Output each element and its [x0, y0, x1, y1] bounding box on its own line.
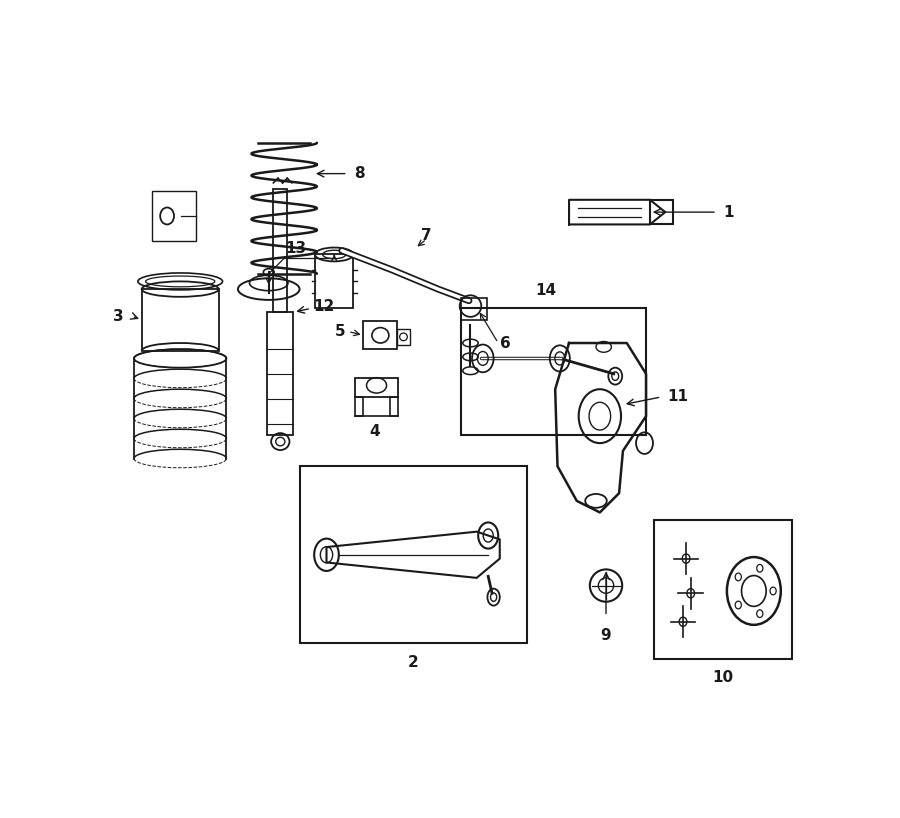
- Bar: [653, 520, 792, 658]
- Bar: [461, 308, 646, 435]
- Text: 8: 8: [354, 166, 364, 181]
- Text: 14: 14: [536, 283, 556, 299]
- Text: 12: 12: [313, 299, 335, 313]
- Text: 11: 11: [668, 389, 688, 404]
- Text: 7: 7: [421, 227, 432, 243]
- Bar: [300, 466, 526, 643]
- Text: 2: 2: [408, 655, 418, 670]
- Text: 6: 6: [500, 335, 510, 351]
- Text: 3: 3: [113, 308, 124, 324]
- Text: 9: 9: [600, 628, 611, 643]
- Text: 1: 1: [723, 204, 734, 219]
- Text: 13: 13: [285, 241, 307, 256]
- Text: 4: 4: [370, 424, 381, 439]
- Text: 10: 10: [713, 670, 734, 685]
- Text: 5: 5: [335, 324, 346, 339]
